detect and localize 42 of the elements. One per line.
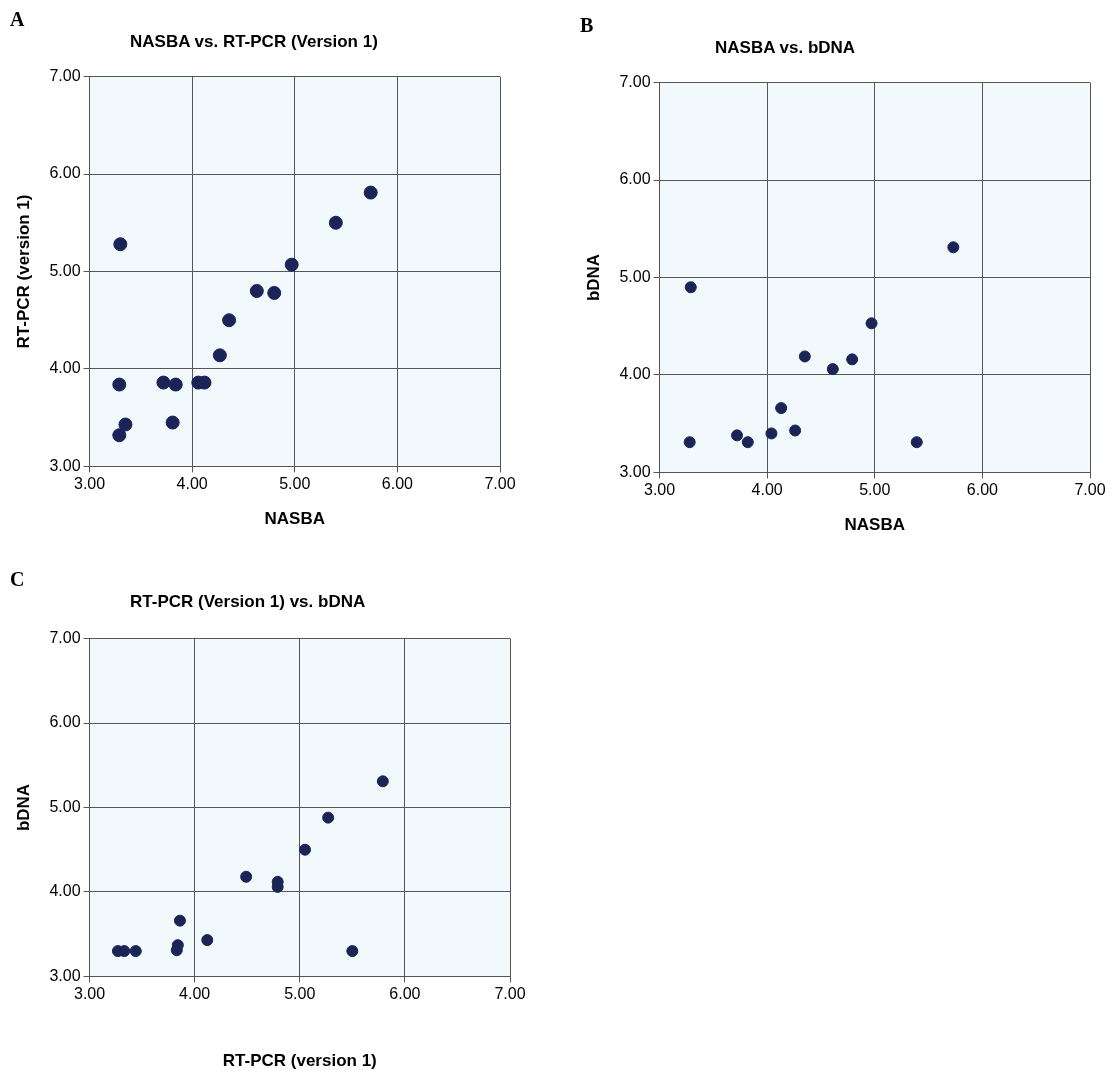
x-tick-label: 6.00 — [966, 481, 999, 499]
x-tick-label: 7.00 — [494, 985, 526, 1003]
chart-title: RT-PCR (Version 1) vs. bDNA — [130, 592, 366, 612]
y-tick-label: 3.00 — [49, 456, 81, 474]
y-tick-label: 6.00 — [49, 164, 81, 182]
chart-title: NASBA vs. bDNA — [715, 38, 856, 58]
y-tick-label: 3.00 — [49, 966, 81, 984]
text: B — [580, 14, 594, 37]
y-tick-label: 6.00 — [49, 713, 81, 731]
y-tick-label: 3.00 — [619, 462, 651, 480]
x-tick-label: 5.00 — [279, 475, 311, 493]
x-tick-label: 4.00 — [176, 475, 208, 493]
x-tick-label: 6.00 — [389, 985, 421, 1003]
x-tick-label: 3.00 — [73, 985, 106, 1003]
y-tick-label: 7.00 — [619, 73, 651, 91]
y-tick-label: 5.00 — [619, 267, 651, 285]
y-tick-label: 4.00 — [49, 882, 81, 900]
x-axis-title: RT-PCR (version 1) — [222, 1051, 377, 1071]
y-tick-label: 5.00 — [49, 261, 81, 279]
y-tick-label: 5.00 — [49, 797, 81, 815]
x-tick-label: 4.00 — [179, 985, 211, 1003]
text: C — [10, 568, 25, 591]
x-tick-label: 6.00 — [381, 475, 414, 493]
chart-title: NASBA vs. RT-PCR (Version 1) — [130, 32, 378, 52]
x-tick-label: 5.00 — [859, 481, 891, 499]
y-tick-label: 6.00 — [619, 170, 651, 188]
y-tick-label: 4.00 — [49, 359, 81, 377]
x-tick-label: 4.00 — [751, 481, 783, 499]
x-axis-title: NASBA — [264, 509, 325, 529]
y-tick-label: 7.00 — [49, 629, 81, 647]
y-axis-title: bDNA — [13, 783, 33, 832]
y-axis-title: bDNA — [583, 253, 603, 302]
x-tick-label: 3.00 — [643, 481, 676, 499]
x-tick-label: 5.00 — [284, 985, 316, 1003]
text: A — [10, 8, 25, 31]
y-axis-title: RT-PCR (version 1) — [13, 194, 33, 349]
x-axis-title: NASBA — [844, 515, 905, 535]
y-tick-label: 4.00 — [619, 365, 651, 383]
x-tick-label: 7.00 — [484, 475, 516, 493]
y-tick-label: 7.00 — [49, 67, 81, 85]
x-tick-label: 3.00 — [73, 475, 106, 493]
x-tick-label: 7.00 — [1074, 481, 1106, 499]
